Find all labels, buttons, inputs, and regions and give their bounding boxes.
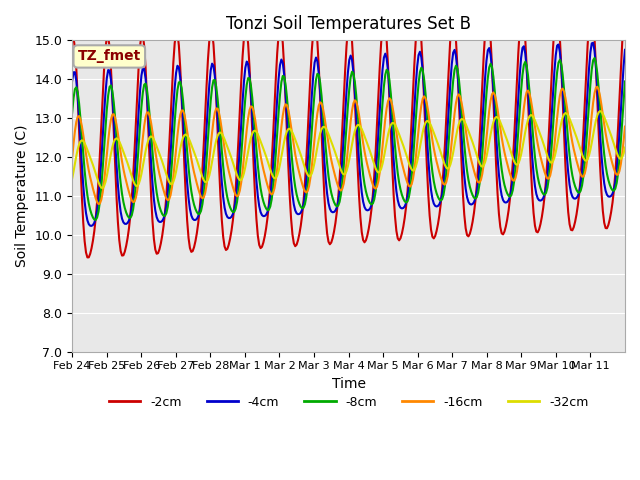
- Line: -2cm: -2cm: [72, 9, 625, 257]
- -16cm: [593, 84, 601, 90]
- -16cm: [621, 124, 629, 130]
- -16cm: [468, 163, 476, 168]
- -2cm: [136, 43, 144, 49]
- -4cm: [468, 201, 476, 207]
- Y-axis label: Soil Temperature (C): Soil Temperature (C): [15, 125, 29, 267]
- -16cm: [289, 133, 296, 139]
- -8cm: [92, 217, 100, 223]
- -32cm: [136, 177, 144, 183]
- Line: -8cm: -8cm: [72, 58, 625, 220]
- -32cm: [68, 176, 76, 181]
- -8cm: [68, 110, 76, 116]
- -4cm: [136, 88, 144, 94]
- -32cm: [250, 128, 257, 134]
- -32cm: [289, 130, 296, 135]
- -4cm: [621, 47, 629, 53]
- -2cm: [621, 6, 629, 12]
- -2cm: [68, 36, 76, 42]
- -2cm: [84, 254, 92, 260]
- -32cm: [621, 144, 629, 150]
- -4cm: [289, 192, 296, 198]
- -16cm: [250, 108, 257, 114]
- Legend: -2cm, -4cm, -8cm, -16cm, -32cm: -2cm, -4cm, -8cm, -16cm, -32cm: [104, 391, 593, 414]
- -8cm: [136, 122, 144, 128]
- -2cm: [472, 198, 479, 204]
- Line: -4cm: -4cm: [72, 43, 625, 226]
- Title: Tonzi Soil Temperatures Set B: Tonzi Soil Temperatures Set B: [226, 15, 471, 33]
- -8cm: [250, 111, 257, 117]
- -8cm: [468, 192, 476, 198]
- -8cm: [591, 55, 598, 61]
- -16cm: [417, 103, 425, 108]
- -32cm: [472, 148, 479, 154]
- -4cm: [417, 54, 425, 60]
- -2cm: [250, 163, 257, 168]
- -16cm: [68, 155, 76, 161]
- -32cm: [99, 185, 106, 191]
- Line: -16cm: -16cm: [72, 87, 625, 204]
- -2cm: [468, 219, 476, 225]
- -8cm: [289, 161, 296, 167]
- -16cm: [136, 164, 144, 169]
- -4cm: [589, 40, 597, 46]
- -8cm: [472, 196, 479, 202]
- -2cm: [417, 37, 425, 43]
- -4cm: [88, 223, 95, 229]
- -4cm: [472, 196, 479, 202]
- -2cm: [289, 232, 296, 238]
- -8cm: [417, 65, 425, 71]
- -32cm: [596, 108, 604, 114]
- -4cm: [68, 78, 76, 84]
- X-axis label: Time: Time: [332, 377, 365, 391]
- -16cm: [95, 201, 102, 207]
- Line: -32cm: -32cm: [72, 111, 625, 188]
- -32cm: [417, 136, 425, 142]
- -16cm: [472, 173, 479, 179]
- Text: TZ_fmet: TZ_fmet: [77, 49, 141, 63]
- -8cm: [621, 79, 629, 84]
- -4cm: [250, 136, 257, 142]
- -32cm: [468, 139, 476, 145]
